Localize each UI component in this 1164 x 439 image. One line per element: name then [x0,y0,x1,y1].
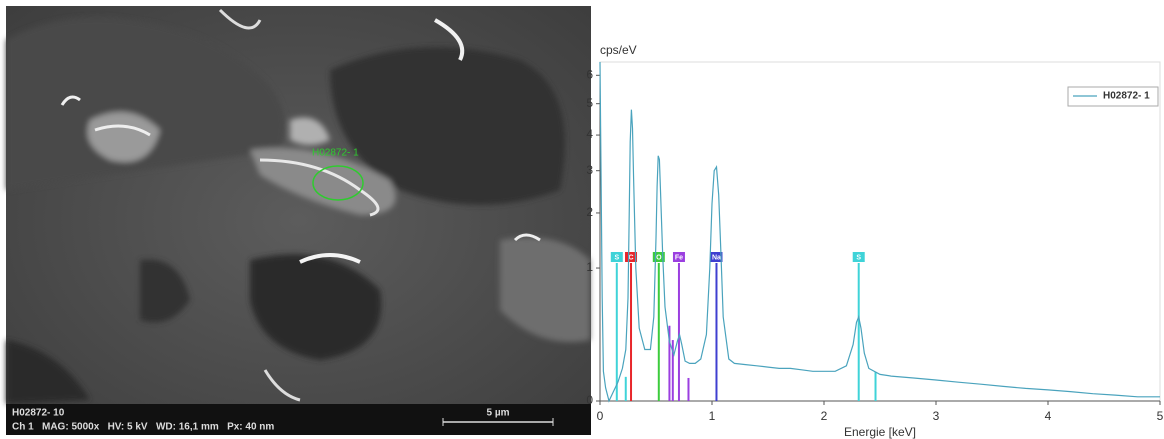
element-tag [852,252,865,262]
x-tick-label: 4 [1045,409,1052,423]
element-label: Na [712,254,721,261]
y-tick-label: 1 [586,260,593,274]
x-tick-label: 3 [933,409,940,423]
element-label: C [628,254,633,261]
element-tag [710,252,723,262]
spectrum-line [599,61,1160,403]
x-axis-label: Energie [keV] [844,425,916,439]
y-tick-label: 3 [586,163,593,177]
scale-bar-label: 5 µm [487,408,510,419]
element-tag [672,252,685,262]
y-tick-label: 6 [586,67,593,81]
element-tag [625,252,638,262]
y-tick-label: 0 [586,393,593,407]
sample-id: H02872- 10 [12,408,65,419]
element-label: Fe [675,254,683,261]
element-label: S [856,254,861,261]
y-tick-label: 4 [586,127,593,141]
plot-frame [599,61,1161,402]
x-tick-label: 2 [821,409,828,423]
x-tick-label: 5 [1157,409,1164,423]
image-info: Ch 1 MAG: 5000x HV: 5 kV WD: 16,1 mm Px:… [12,422,274,433]
element-label: S [614,254,619,261]
element-label: O [656,254,662,261]
element-tag [652,252,665,262]
y-tick-label: 2 [586,205,593,219]
x-tick-label: 0 [597,409,604,423]
sem-image: H02872- 1 H02872- 10 Ch 1 MAG: 5000x HV:… [6,6,591,435]
y-axis-label: cps/eV [600,43,637,57]
legend-label: H02872- 1 [1103,91,1150,102]
legend [1067,86,1159,107]
image-annotation: H02872- 1 [312,148,359,159]
x-tick-label: 1 [709,409,716,423]
element-tag [610,252,623,262]
y-tick-label: 5 [586,96,593,110]
